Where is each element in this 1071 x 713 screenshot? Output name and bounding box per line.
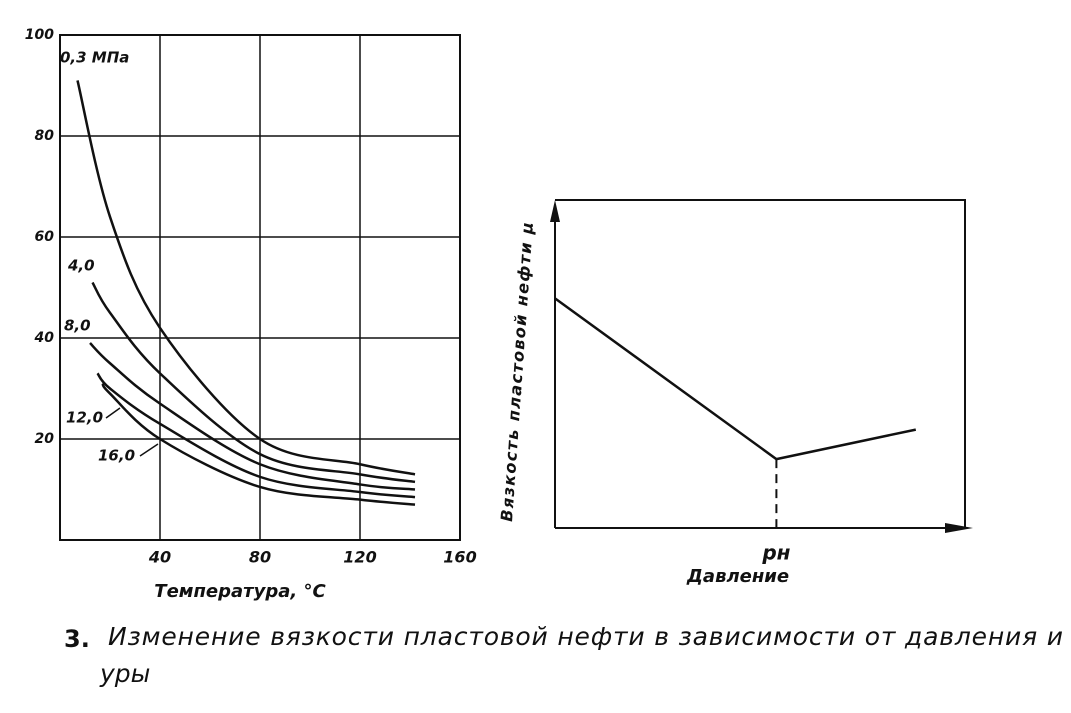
curve xyxy=(76,80,416,476)
curve-label: 4,0 xyxy=(67,257,95,275)
x-tick-label: 40 xyxy=(148,548,171,567)
curve-label: 0,3 МПа xyxy=(60,49,129,67)
frame xyxy=(555,199,966,528)
caption-line: Изменение вязкости пластовой нефти в зав… xyxy=(108,622,1063,651)
y-tick-label: 20 xyxy=(35,431,55,447)
x-tick-label: 80 xyxy=(249,548,271,567)
x-tick-label: 160 xyxy=(443,548,476,567)
curve-label: 12,0 xyxy=(66,409,103,427)
curve xyxy=(554,297,917,461)
curve-label: 16,0 xyxy=(98,447,135,465)
x-axis-label: Температура, °С xyxy=(154,581,326,602)
curve xyxy=(96,372,416,499)
x-tick-label: pн xyxy=(761,541,790,565)
curve xyxy=(89,342,416,491)
leader-line xyxy=(105,407,121,419)
leader-line xyxy=(139,443,159,457)
curve-label: 8,0 xyxy=(64,317,91,335)
x-tick-label: 120 xyxy=(343,548,376,567)
caption-line: уры xyxy=(99,659,150,688)
y-tick-label: 60 xyxy=(35,229,55,245)
caption-number: 3. xyxy=(64,625,90,653)
y-tick-label: 40 xyxy=(34,330,55,346)
arrow xyxy=(945,523,973,533)
y-axis-label: Вязкость пластовой нефти μ xyxy=(497,222,537,523)
curve xyxy=(101,382,416,506)
curve xyxy=(91,281,416,484)
x-axis-label: Давление xyxy=(686,566,789,587)
arrow xyxy=(550,200,560,222)
y-tick-label: 100 xyxy=(25,27,54,43)
y-tick-label: 80 xyxy=(35,128,55,144)
